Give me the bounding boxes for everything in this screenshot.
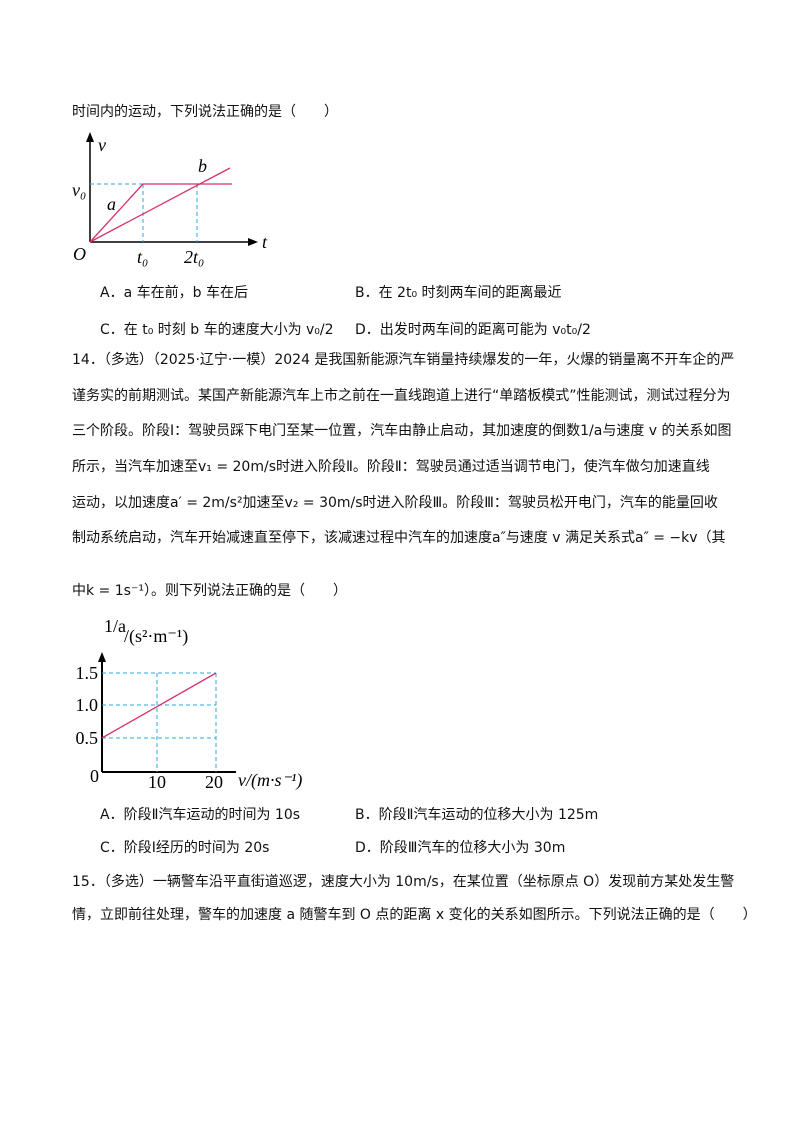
question-line: 14．（多选）（2025·辽宁·一模）2024 是我国新能源汽车销量持续爆发的一… [72,352,735,368]
tick-label: 1.0 [76,695,99,715]
option: C．在 t₀ 时刻 b 车的速度大小为 v₀/2 [100,322,334,338]
tick-label: 0.5 [76,728,99,748]
option: D．阶段Ⅲ汽车的位移大小为 30m [355,840,566,856]
option: B．在 2t₀ 时刻两车间的距离最近 [355,285,562,301]
question-line: 所示，当汽车加速至v₁ = 20m/s时进入阶段Ⅱ。阶段Ⅱ：驾驶员通过适当调节电… [72,459,710,475]
option: B．阶段Ⅱ汽车运动的位移大小为 125m [355,807,599,823]
tick-label: 2t₀ [184,247,204,267]
line-label: a [107,194,116,214]
option: A．阶段Ⅱ汽车运动的时间为 10s [100,807,301,823]
axis-label: v/(m·s⁻¹) [238,770,302,791]
tick-label: 20 [205,772,223,792]
tick-label: 1.5 [76,663,99,683]
question-line: 运动，以加速度a′ = 2m/s²加速至v₂ = 30m/s时进入阶段Ⅲ。阶段Ⅲ… [72,495,718,511]
question-line: 谨务实的前期测试。某国产新能源汽车上市之前在一直线跑道上进行“单踏板模式”性能测… [72,388,731,404]
axis-label: v [98,135,106,155]
figure-2: 1/a /(s²·m⁻¹) 1.5 1.0 0.5 0 10 20 v/(m·s… [76,616,303,792]
axis-label: v₀ [72,180,86,200]
question-line: 情，立即前往处理，警车的加速度 a 随警车到 O 点的距离 x 变化的关系如图所… [72,907,757,923]
origin-label: O [73,244,86,264]
origin-label: 0 [90,766,99,786]
option: A．a 车在前，b 车在后 [100,285,248,301]
axis-label: 1/a [104,616,126,636]
figure-1: v v₀ a b O t₀ 2t₀ t [72,132,268,267]
option: D．出发时两车间的距离可能为 v₀t₀/2 [355,322,591,338]
line-label: b [198,156,207,176]
question-line: 制动系统启动，汽车开始减速直至停下，该减速过程中汽车的加速度a″与速度 v 满足… [72,530,726,546]
question-line: 三个阶段。阶段Ⅰ：驾驶员踩下电门至某一位置，汽车由静止启动，其加速度的倒数1/a… [72,423,732,439]
tick-label: t₀ [137,247,148,267]
axis-label: /(s²·m⁻¹) [124,626,188,647]
intro: 时间内的运动，下列说法正确的是（ ） [72,104,338,120]
option: C．阶段Ⅰ经历的时间为 20s [100,840,270,856]
question-line: 中k = 1s⁻¹）。则下列说法正确的是（ ） [72,583,347,599]
axis-label: t [262,232,268,252]
tick-label: 10 [148,772,166,792]
question-line: 15．（多选）一辆警车沿平直街道巡逻，速度大小为 10m/s，在某位置（坐标原点… [72,874,735,890]
